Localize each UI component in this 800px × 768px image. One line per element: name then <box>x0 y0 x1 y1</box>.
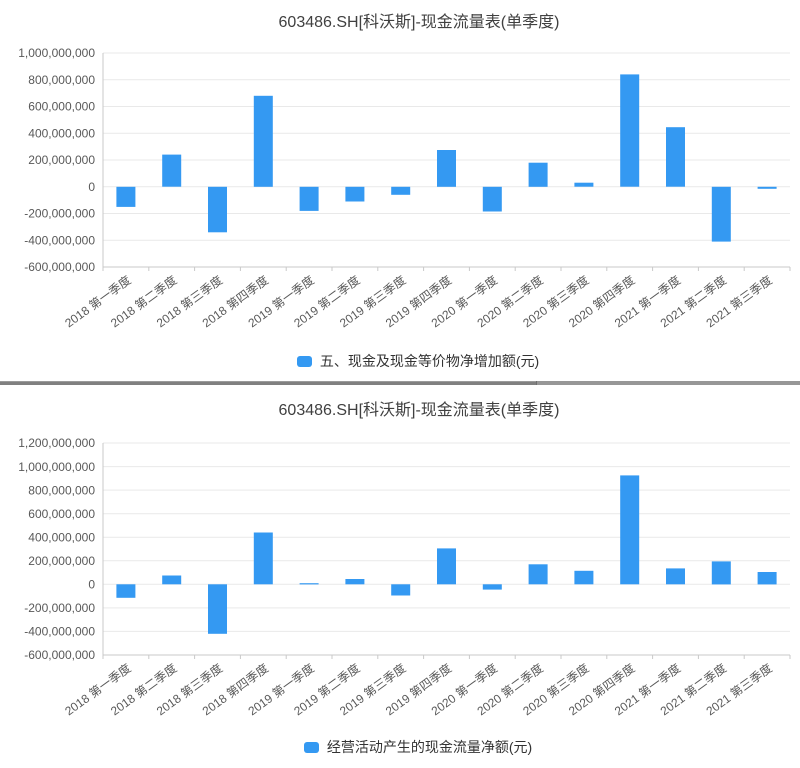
y-tick-label: 600,000,000 <box>28 100 95 114</box>
y-tick-label: -200,000,000 <box>24 207 95 221</box>
bar-series <box>116 475 777 634</box>
bar[interactable] <box>208 584 227 634</box>
y-tick-label: 200,000,000 <box>28 554 95 568</box>
y-tick-label: 200,000,000 <box>28 153 95 167</box>
y-tick-label: 1,000,000,000 <box>18 460 95 474</box>
bar[interactable] <box>208 186 227 233</box>
bar[interactable] <box>253 532 273 585</box>
y-tick-label: 800,000,000 <box>28 73 95 87</box>
chart1-legend[interactable]: 五、现金及现金等价物净增加额(元) <box>0 351 800 371</box>
bar[interactable] <box>482 186 502 212</box>
bar[interactable] <box>162 575 182 585</box>
y-tick-label: 1,000,000,000 <box>18 46 95 60</box>
bar[interactable] <box>757 186 777 189</box>
chart2-legend-marker-icon <box>303 741 319 753</box>
y-tick-label: -400,000,000 <box>24 625 95 639</box>
bar[interactable] <box>299 186 319 211</box>
y-tick-label: 400,000,000 <box>28 127 95 141</box>
bar[interactable] <box>437 150 456 187</box>
bar[interactable] <box>482 584 502 590</box>
bar[interactable] <box>620 74 640 187</box>
bar[interactable] <box>574 570 594 585</box>
y-tick-label: 400,000,000 <box>28 530 95 544</box>
panel-splitter[interactable] <box>0 381 800 385</box>
bar[interactable] <box>620 475 640 585</box>
chart1-plot: -600,000,000 -400,000,000 -200,000,000 0 200… <box>18 46 791 330</box>
bar[interactable] <box>116 186 136 207</box>
bar[interactable] <box>528 564 548 585</box>
bar[interactable] <box>345 186 365 202</box>
bar[interactable] <box>391 584 411 596</box>
y-tick-label: -400,000,000 <box>24 234 95 248</box>
chart2-legend-label: 经营活动产生的现金流量净额(元) <box>326 739 533 755</box>
bar[interactable] <box>437 548 456 585</box>
bar[interactable] <box>116 584 136 598</box>
bar[interactable] <box>757 572 777 585</box>
chart2-legend[interactable]: 经营活动产生的现金流量净额(元) <box>0 737 800 757</box>
y-tick-label: 0 <box>88 578 95 592</box>
chart2-plot: -600,000,000 -400,000,000 -200,000,000 0 200… <box>18 436 791 718</box>
panel-splitter-thumb[interactable] <box>0 381 537 385</box>
chart1-legend-marker-icon <box>296 355 312 367</box>
y-tick-label: 1,200,000,000 <box>18 436 95 450</box>
bar[interactable] <box>528 162 548 187</box>
bar[interactable] <box>711 561 731 585</box>
chart1-title: 603486.SH[科沃斯]-现金流量表(单季度) <box>278 14 560 31</box>
bar[interactable] <box>345 579 365 585</box>
bar[interactable] <box>253 95 273 187</box>
axis-lines <box>102 443 791 659</box>
axis-lines <box>102 53 791 271</box>
y-tick-label: 600,000,000 <box>28 507 95 521</box>
bar[interactable] <box>666 127 685 187</box>
y-tick-label: 0 <box>88 180 95 194</box>
bar[interactable] <box>162 154 182 187</box>
y-tick-label: 800,000,000 <box>28 483 95 497</box>
y-tick-label: -600,000,000 <box>24 260 95 274</box>
chart2-title: 603486.SH[科沃斯]-现金流量表(单季度) <box>278 402 560 419</box>
y-tick-label: -600,000,000 <box>24 648 95 662</box>
y-tick-label: -200,000,000 <box>24 601 95 615</box>
bar[interactable] <box>666 568 685 585</box>
chart1-legend-label: 五、现金及现金等价物净增加额(元) <box>319 353 540 369</box>
bar-series <box>116 74 777 242</box>
gridlines-and-yticks: -600,000,000 -400,000,000 -200,000,000 0 200… <box>18 436 790 662</box>
bar[interactable] <box>711 186 731 242</box>
bar[interactable] <box>574 182 594 187</box>
bar[interactable] <box>391 186 411 195</box>
bar[interactable] <box>299 583 319 585</box>
